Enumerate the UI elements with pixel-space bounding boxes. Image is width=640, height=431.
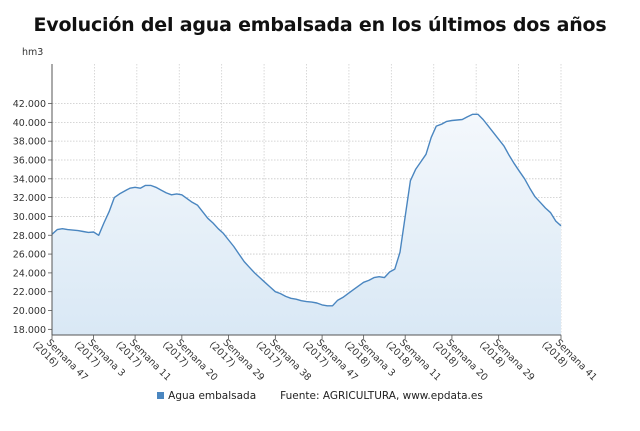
x-tick-label: Semana 29(2018)	[477, 332, 536, 391]
x-tick-label: Semana 11(2017)	[114, 332, 173, 391]
series-line	[51, 113, 562, 307]
y-tick-label: 36.000	[13, 155, 46, 166]
x-tick-label: Semana 20(2018)	[430, 332, 489, 391]
y-tick-label: 30.000	[13, 212, 46, 223]
y-tick-label: 22.000	[13, 287, 46, 298]
y-tick-label: 34.000	[13, 174, 46, 185]
x-tick-label: Semana 11(2018)	[384, 332, 443, 391]
x-tick-label: Semana 38(2017)	[254, 332, 313, 391]
chart-title: Evolución del agua embalsada en los últi…	[33, 14, 607, 36]
y-tick-label: 38.000	[13, 137, 46, 148]
y-tick-label: 26.000	[13, 250, 46, 261]
x-tick-label: Semana 29(2017)	[207, 332, 266, 391]
y-tick-label: 42.000	[13, 99, 46, 110]
y-tick-label: 28.000	[13, 231, 46, 242]
y-axis-unit: hm3	[22, 47, 43, 58]
y-tick-label: 20.000	[13, 306, 46, 317]
legend-label: Agua embalsada	[168, 390, 257, 402]
x-tick-label: Semana 41(2018)	[539, 332, 598, 391]
y-tick-label: 32.000	[13, 193, 46, 204]
legend-swatch	[157, 392, 165, 399]
y-tick-label: 40.000	[13, 118, 46, 129]
y-tick-label: 18.000	[13, 325, 46, 336]
area-fill	[52, 114, 561, 335]
legend: Agua embalsada Fuente: AGRICULTURA, www.e…	[0, 390, 640, 402]
source-note: Fuente: AGRICULTURA, www.epdata.es	[280, 390, 483, 402]
y-tick-label: 24.000	[13, 268, 46, 279]
x-tick-label: Semana 20(2017)	[160, 332, 219, 391]
